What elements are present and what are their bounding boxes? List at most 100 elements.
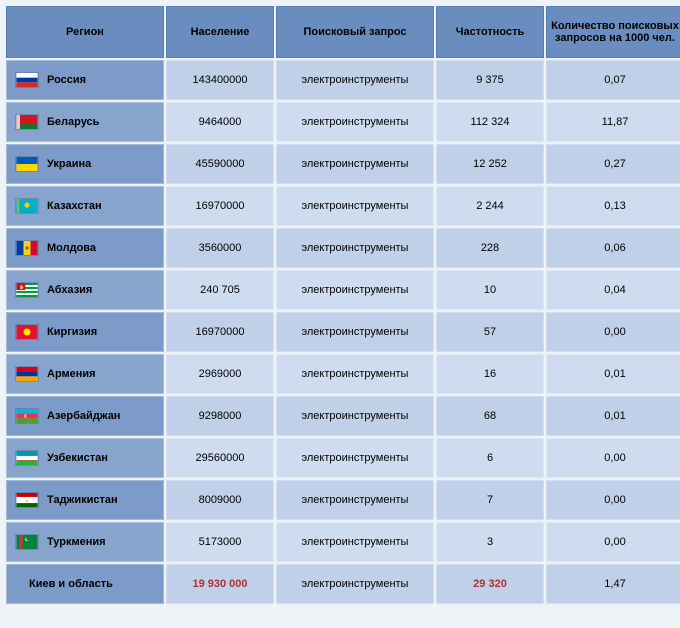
flag-icon bbox=[15, 408, 39, 424]
region-name: Таджикистан bbox=[47, 494, 118, 506]
table-row: Россия143400000электроинструменты9 3750,… bbox=[6, 60, 680, 100]
cell-query: электроинструменты bbox=[276, 186, 434, 226]
cell-per1000: 11,87 bbox=[546, 102, 680, 142]
table-row: Молдова3560000электроинструменты2280,06 bbox=[6, 228, 680, 268]
region-name: Туркмения bbox=[47, 536, 106, 548]
cell-region: Молдова bbox=[6, 228, 164, 268]
cell-per1000: 0,01 bbox=[546, 396, 680, 436]
cell-region: Киргизия bbox=[6, 312, 164, 352]
cell-frequency: 12 252 bbox=[436, 144, 544, 184]
cell-per1000: 0,00 bbox=[546, 522, 680, 562]
region-name: Узбекистан bbox=[47, 452, 108, 464]
cell-query: электроинструменты bbox=[276, 144, 434, 184]
cell-region: Узбекистан bbox=[6, 438, 164, 478]
cell-per1000: 0,00 bbox=[546, 312, 680, 352]
cell-region: Азербайджан bbox=[6, 396, 164, 436]
cell-frequency: 112 324 bbox=[436, 102, 544, 142]
cell-query: электроинструменты bbox=[276, 564, 434, 604]
flag-icon bbox=[15, 240, 39, 256]
search-stats-table: Регион Население Поисковый запрос Частот… bbox=[4, 4, 680, 606]
table-row: Украина45590000электроинструменты12 2520… bbox=[6, 144, 680, 184]
cell-region: Киев и область bbox=[6, 564, 164, 604]
cell-frequency: 57 bbox=[436, 312, 544, 352]
cell-frequency: 7 bbox=[436, 480, 544, 520]
region-name: Россия bbox=[47, 74, 86, 86]
cell-query: электроинструменты bbox=[276, 438, 434, 478]
cell-query: электроинструменты bbox=[276, 102, 434, 142]
cell-query: электроинструменты bbox=[276, 312, 434, 352]
cell-query: электроинструменты bbox=[276, 522, 434, 562]
cell-frequency: 68 bbox=[436, 396, 544, 436]
svg-text:✋: ✋ bbox=[19, 284, 24, 289]
flag-icon bbox=[15, 450, 39, 466]
table-row: Армения 2969000электроинструменты160,01 bbox=[6, 354, 680, 394]
cell-region: ♔ Таджикистан bbox=[6, 480, 164, 520]
cell-per1000: 0,00 bbox=[546, 480, 680, 520]
header-per1000: Количество поисковых запросов на 1000 че… bbox=[546, 6, 680, 58]
region-name: Армения bbox=[47, 368, 96, 380]
cell-per1000: 0,04 bbox=[546, 270, 680, 310]
table-row: Киргизия 16970000электроинструменты570,00 bbox=[6, 312, 680, 352]
flag-icon bbox=[15, 114, 39, 130]
table-row: Азербайджан9298000электроинструменты680,… bbox=[6, 396, 680, 436]
cell-query: электроинструменты bbox=[276, 228, 434, 268]
cell-population: 2969000 bbox=[166, 354, 274, 394]
header-region: Регион bbox=[6, 6, 164, 58]
cell-population: 5173000 bbox=[166, 522, 274, 562]
cell-region: Россия bbox=[6, 60, 164, 100]
cell-query: электроинструменты bbox=[276, 396, 434, 436]
flag-icon bbox=[15, 534, 39, 550]
region-name: Азербайджан bbox=[47, 410, 120, 422]
cell-region: ✋ Абхазия bbox=[6, 270, 164, 310]
table-row: Казахстан16970000электроинструменты2 244… bbox=[6, 186, 680, 226]
table-row: Беларусь 9464000электроинструменты112 324… bbox=[6, 102, 680, 142]
table-row: Туркмения 5173000электроинструменты30,00 bbox=[6, 522, 680, 562]
cell-population: 240 705 bbox=[166, 270, 274, 310]
cell-frequency: 9 375 bbox=[436, 60, 544, 100]
flag-icon bbox=[15, 72, 39, 88]
region-name: Казахстан bbox=[47, 200, 102, 212]
flag-icon bbox=[15, 366, 39, 382]
region-name: Беларусь bbox=[47, 116, 99, 128]
cell-frequency: 29 320 bbox=[436, 564, 544, 604]
region-name: Молдова bbox=[47, 242, 96, 254]
cell-query: электроинструменты bbox=[276, 270, 434, 310]
cell-region: Беларусь bbox=[6, 102, 164, 142]
flag-icon: ♔ bbox=[15, 492, 39, 508]
table-row: ✋Абхазия240 705электроинструменты100,04 bbox=[6, 270, 680, 310]
cell-per1000: 0,00 bbox=[546, 438, 680, 478]
region-name: Киргизия bbox=[47, 326, 97, 338]
cell-per1000: 0,13 bbox=[546, 186, 680, 226]
cell-per1000: 0,07 bbox=[546, 60, 680, 100]
cell-population: 3560000 bbox=[166, 228, 274, 268]
cell-frequency: 3 bbox=[436, 522, 544, 562]
region-name: Украина bbox=[47, 158, 91, 170]
table-row: ♔ Таджикистан 8009000электроинструменты70,… bbox=[6, 480, 680, 520]
flag-icon: ✋ bbox=[15, 282, 39, 298]
cell-frequency: 6 bbox=[436, 438, 544, 478]
cell-population: 19 930 000 bbox=[166, 564, 274, 604]
region-name: Абхазия bbox=[47, 284, 92, 296]
cell-region: Армения bbox=[6, 354, 164, 394]
cell-population: 45590000 bbox=[166, 144, 274, 184]
cell-frequency: 16 bbox=[436, 354, 544, 394]
summary-row: Киев и область19 930 000электроинструмен… bbox=[6, 564, 680, 604]
cell-region: Украина bbox=[6, 144, 164, 184]
cell-population: 9464000 bbox=[166, 102, 274, 142]
cell-region: Туркмения bbox=[6, 522, 164, 562]
table-row: Узбекистан 29560000электроинструменты60,0… bbox=[6, 438, 680, 478]
cell-per1000: 0,06 bbox=[546, 228, 680, 268]
cell-population: 143400000 bbox=[166, 60, 274, 100]
cell-query: электроинструменты bbox=[276, 480, 434, 520]
cell-population: 29560000 bbox=[166, 438, 274, 478]
cell-query: электроинструменты bbox=[276, 354, 434, 394]
header-frequency: Частотность bbox=[436, 6, 544, 58]
cell-population: 8009000 bbox=[166, 480, 274, 520]
cell-population: 16970000 bbox=[166, 312, 274, 352]
cell-population: 16970000 bbox=[166, 186, 274, 226]
header-population: Население bbox=[166, 6, 274, 58]
flag-icon bbox=[15, 156, 39, 172]
flag-icon bbox=[15, 324, 39, 340]
cell-per1000: 0,01 bbox=[546, 354, 680, 394]
cell-region: Казахстан bbox=[6, 186, 164, 226]
